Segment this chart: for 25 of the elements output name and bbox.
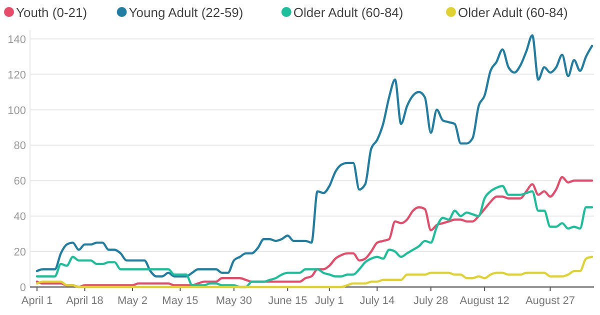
legend-label: Older Adult (60-84) — [458, 5, 568, 20]
x-tick-label: August 27 — [525, 295, 575, 307]
x-tick-label: April 1 — [21, 295, 53, 307]
legend-label: Youth (0-21) — [16, 5, 88, 20]
legend-label: Young Adult (22-59) — [128, 5, 244, 20]
y-tick-label: 20 — [14, 246, 26, 259]
x-tick-label: June 15 — [268, 295, 308, 307]
y-tick-label: 120 — [8, 69, 26, 82]
x-tick-label: July 1 — [315, 295, 344, 307]
line-series — [36, 34, 594, 278]
x-tick-label: April 18 — [66, 295, 104, 307]
y-tick-label: 60 — [14, 176, 26, 188]
y-tick-label: 0 — [20, 282, 26, 294]
y-tick-label: 100 — [8, 104, 26, 117]
y-tick-label: 140 — [8, 34, 26, 46]
x-tick-label: May 30 — [216, 295, 252, 307]
x-tick-label: May 15 — [162, 295, 198, 307]
x-tick-label: August 12 — [460, 295, 510, 307]
x-tick-label: July 14 — [360, 295, 395, 307]
y-tick-label: 40 — [14, 211, 26, 224]
legend-label: Older Adult (60-84) — [293, 5, 404, 20]
line-series — [36, 256, 594, 288]
y-tick-label: 80 — [14, 140, 26, 152]
x-tick-label: July 28 — [413, 295, 448, 307]
x-tick-label: May 2 — [118, 295, 148, 307]
